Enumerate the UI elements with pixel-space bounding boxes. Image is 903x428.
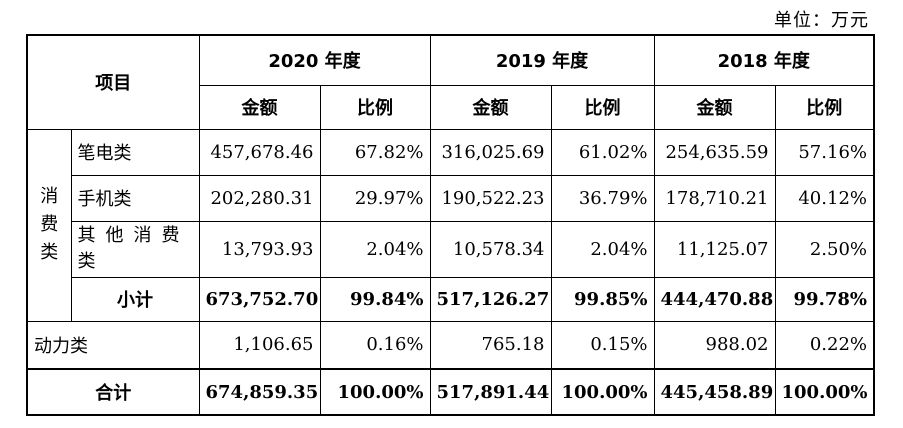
unit-label: 单位：万元	[774, 10, 869, 31]
cell-ratio-2018: 100.00%	[774, 368, 875, 416]
header-amount-2019: 金额	[429, 84, 552, 130]
cell-amount-2020: 674,859.35	[198, 368, 321, 416]
table-row: 动力类 1,106.65 0.16% 765.18 0.15% 988.02 0…	[26, 320, 875, 370]
header-ratio-2020: 比例	[319, 84, 431, 130]
header-row-columns: 金额 比例 金额 比例 金额 比例	[27, 84, 875, 130]
cell-amount-2019: 10,578.34	[429, 220, 552, 278]
header-amount-2020: 金额	[198, 84, 321, 130]
header-year-2020: 2020 年度	[198, 34, 431, 86]
cell-amount-2019: 517,126.27	[429, 276, 552, 322]
cell-ratio-2019: 100.00%	[550, 368, 655, 416]
cell-amount-2018: 988.02	[653, 320, 776, 370]
cell-ratio-2018: 0.22%	[774, 320, 875, 370]
table-row: 其他消费类 13,793.93 2.04% 10,578.34 2.04% 11…	[27, 220, 875, 278]
cell-amount-2019: 765.18	[429, 320, 552, 370]
header-ratio-2019: 比例	[550, 84, 655, 130]
cell-ratio-2020: 100.00%	[319, 368, 431, 416]
table-row: 消 费 类 笔电类 457,678.46 67.82% 316,025.69 6…	[26, 128, 875, 322]
total-label: 合计	[26, 368, 200, 416]
row-name: 动力类	[26, 320, 200, 370]
cell-ratio-2018: 2.50%	[774, 220, 875, 278]
cell-ratio-2019: 36.79%	[550, 174, 655, 222]
header-year-2019: 2019 年度	[429, 34, 655, 86]
cell-ratio-2018: 57.16%	[774, 128, 875, 176]
cell-ratio-2020: 99.84%	[319, 276, 431, 322]
cell-amount-2018: 254,635.59	[653, 128, 776, 176]
cell-ratio-2020: 2.04%	[319, 220, 431, 278]
cell-amount-2020: 13,793.93	[198, 220, 321, 278]
cell-amount-2020: 202,280.31	[198, 174, 321, 222]
cell-ratio-2020: 67.82%	[319, 128, 431, 176]
header-year-2018: 2018 年度	[653, 34, 875, 86]
cell-amount-2019: 190,522.23	[429, 174, 552, 222]
header-ratio-2018: 比例	[774, 84, 875, 130]
header-item: 项目	[26, 34, 200, 130]
cell-ratio-2019: 2.04%	[550, 220, 655, 278]
row-name: 笔电类	[70, 128, 200, 176]
revenue-table: 项目 2020 年度 2019 年度 2018 年度 金额 比例 金额 比例 金…	[26, 34, 875, 416]
cell-amount-2020: 457,678.46	[198, 128, 321, 176]
table-row: 手机类 202,280.31 29.97% 190,522.23 36.79% …	[27, 174, 875, 222]
cell-ratio-2019: 99.85%	[550, 276, 655, 322]
cell-ratio-2018: 99.78%	[774, 276, 875, 322]
cell-ratio-2019: 0.15%	[550, 320, 655, 370]
subtotal-label: 小计	[70, 276, 200, 322]
cell-ratio-2019: 61.02%	[550, 128, 655, 176]
subtotal-row: 小计 673,752.70 99.84% 517,126.27 99.85% 4…	[27, 276, 875, 322]
cell-amount-2018: 178,710.21	[653, 174, 776, 222]
cell-amount-2020: 1,106.65	[198, 320, 321, 370]
total-row: 合计 674,859.35 100.00% 517,891.44 100.00%…	[26, 368, 875, 416]
row-name: 手机类	[70, 174, 200, 222]
cell-amount-2019: 316,025.69	[429, 128, 552, 176]
cell-amount-2020: 673,752.70	[198, 276, 321, 322]
cell-amount-2018: 445,458.89	[653, 368, 776, 416]
header-amount-2018: 金额	[653, 84, 776, 130]
cell-amount-2019: 517,891.44	[429, 368, 552, 416]
cell-amount-2018: 11,125.07	[653, 220, 776, 278]
group-label: 消 费 类	[26, 128, 72, 322]
cell-ratio-2020: 29.97%	[319, 174, 431, 222]
cell-amount-2018: 444,470.88	[653, 276, 776, 322]
row-name: 其他消费类	[70, 220, 200, 278]
cell-ratio-2018: 40.12%	[774, 174, 875, 222]
header-row-years: 项目 2020 年度 2019 年度 2018 年度	[26, 34, 875, 130]
cell-ratio-2020: 0.16%	[319, 320, 431, 370]
